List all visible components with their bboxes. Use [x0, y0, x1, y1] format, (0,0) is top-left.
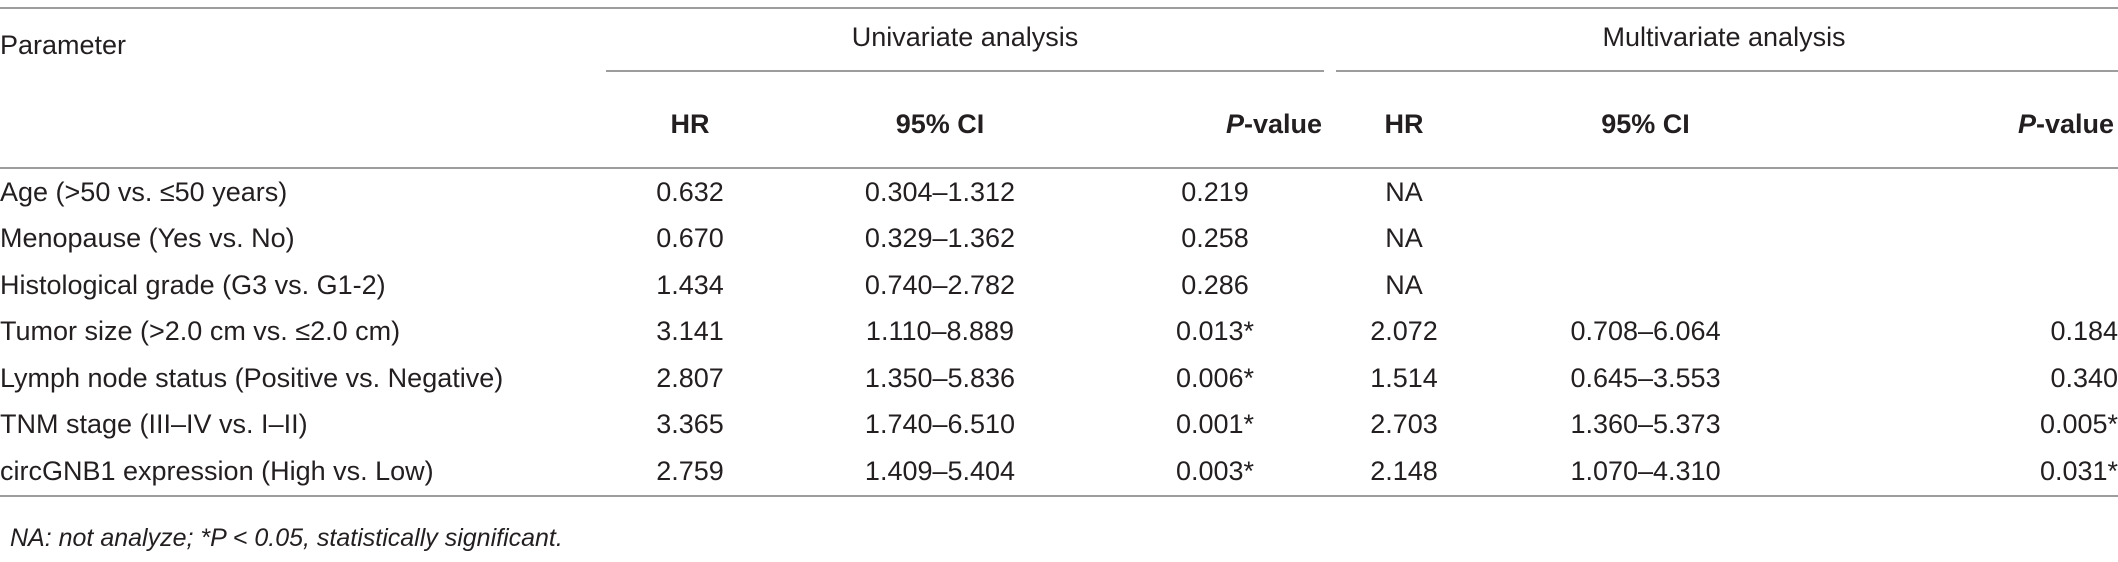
header-row-columns: HR 95% CI P-value HR 95% CI P-value — [0, 81, 2118, 169]
table-row: Age (>50 vs. ≤50 years) 0.632 0.304–1.312 0… — [0, 168, 2118, 216]
multivariate-p-cell — [1813, 168, 2118, 216]
univariate-hr-header: HR — [600, 81, 780, 169]
p-suffix: -value — [2035, 108, 2115, 139]
univariate-ci-cell: 0.304–1.312 — [864, 176, 1016, 207]
p-italic: P — [2017, 108, 2036, 139]
multivariate-ci-cell: 1.070–4.310 — [1478, 448, 1814, 497]
parameter-cell: Menopause (Yes vs. No) — [0, 223, 295, 254]
parameter-cell: Histological grade (G3 vs. G1-2) — [0, 269, 386, 300]
p-italic: P — [1225, 108, 1244, 139]
multivariate-ci-cell — [1478, 216, 1813, 263]
table-row: TNM stage (III–IV vs. I–II) 3.365 1.740–6.… — [0, 402, 2118, 449]
table-row: circGNB1 expression (High vs. Low) 2.759 1… — [0, 448, 2118, 497]
multivariate-hr-cell: 2.148 — [1330, 448, 1479, 497]
multivariate-hr-cell: 1.514 — [1370, 362, 1438, 393]
univariate-p-header: P-value — [1100, 81, 1331, 169]
univariate-hr-cell: 0.632 — [656, 176, 724, 207]
parameter-header: Parameter — [0, 7, 600, 81]
multivariate-rule — [1336, 70, 2118, 72]
parameter-cell: Tumor size (>2.0 cm vs. ≤2.0 cm) — [0, 316, 401, 347]
univariate-ci-cell: 0.740–2.782 — [864, 269, 1016, 300]
univariate-p-cell: 0.006* — [1175, 362, 1255, 393]
parameter-cell: Lymph node status (Positive vs. Negative… — [0, 362, 504, 393]
table-footnote: NA: not analyze; *P < 0.05, statisticall… — [10, 524, 563, 552]
header-row-groups: Parameter Univariate analysis Multivaria… — [0, 7, 2118, 81]
multivariate-hr-cell: NA — [1385, 269, 1423, 300]
multivariate-p-cell: 0.005* — [2039, 409, 2118, 440]
univariate-p-cell: 0.013* — [1175, 316, 1255, 347]
univariate-p-cell: 0.219 — [1181, 176, 1249, 207]
univariate-p-cell: 0.286 — [1181, 269, 1249, 300]
univariate-ci-header: 95% CI — [780, 81, 1100, 169]
univariate-group-header: Univariate analysis — [600, 7, 1331, 81]
univariate-p-cell: 0.003* — [1100, 448, 1331, 497]
univariate-label: Univariate analysis — [851, 21, 1079, 52]
multivariate-label: Multivariate analysis — [1602, 21, 1846, 52]
multivariate-p-header: P-value — [1813, 81, 2118, 169]
multivariate-ci-cell: 0.645–3.553 — [1570, 362, 1721, 393]
multivariate-hr-cell: 2.072 — [1370, 316, 1438, 347]
multivariate-p-cell: 0.340 — [2050, 362, 2118, 393]
univariate-p-cell: 0.258 — [1181, 223, 1249, 254]
table-row: Lymph node status (Positive vs. Negative… — [0, 355, 2118, 402]
multivariate-group-header: Multivariate analysis — [1330, 7, 2118, 81]
multivariate-ci-header: 95% CI — [1478, 81, 1814, 169]
multivariate-p-cell — [1813, 262, 2118, 309]
univariate-hr-cell: 1.434 — [656, 269, 724, 300]
univariate-p-cell: 0.001* — [1175, 409, 1255, 440]
table-row: Tumor size (>2.0 cm vs. ≤2.0 cm) 3.141 1.1… — [0, 309, 2118, 356]
univariate-ci-cell: 0.329–1.362 — [864, 223, 1016, 254]
multivariate-hr-header: HR — [1330, 81, 1479, 169]
multivariate-p-cell: 0.031* — [1813, 448, 2118, 497]
parameter-cell: Age (>50 vs. ≤50 years) — [0, 176, 288, 207]
table-body: Age (>50 vs. ≤50 years) 0.632 0.304–1.312 0… — [0, 168, 2118, 497]
multivariate-hr-cell: NA — [1385, 223, 1423, 254]
univariate-ci-cell: 1.740–6.510 — [864, 409, 1016, 440]
table-row: Histological grade (G3 vs. G1-2) 1.434 0.7… — [0, 262, 2118, 309]
parameter-cell: circGNB1 expression (High vs. Low) — [0, 448, 600, 497]
univariate-ci-cell: 1.110–8.889 — [865, 316, 1015, 347]
univariate-ci-cell: 1.409–5.404 — [780, 448, 1100, 497]
parameter-cell: TNM stage (III–IV vs. I–II) — [0, 409, 308, 440]
multivariate-ci-cell: 0.708–6.064 — [1570, 316, 1721, 347]
multivariate-ci-cell — [1478, 168, 1813, 216]
multivariate-hr-cell: 2.703 — [1370, 409, 1438, 440]
p-suffix: -value — [1243, 108, 1323, 139]
univariate-hr-cell: 2.759 — [600, 448, 780, 497]
hazard-ratio-table: Parameter Univariate analysis Multivaria… — [0, 7, 2118, 497]
header-spacer — [0, 81, 600, 169]
univariate-rule — [606, 70, 1325, 72]
univariate-ci-cell: 1.350–5.836 — [864, 362, 1016, 393]
multivariate-ci-cell — [1478, 262, 1813, 309]
univariate-hr-cell: 0.670 — [656, 223, 724, 254]
multivariate-p-cell: 0.184 — [2050, 316, 2118, 347]
table-row: Menopause (Yes vs. No) 0.670 0.329–1.362 0.… — [0, 216, 2118, 263]
univariate-hr-cell: 3.365 — [656, 409, 724, 440]
multivariate-hr-cell: NA — [1385, 176, 1423, 207]
univariate-hr-cell: 3.141 — [656, 316, 724, 347]
multivariate-ci-cell: 1.360–5.373 — [1570, 409, 1721, 440]
univariate-hr-cell: 2.807 — [656, 362, 724, 393]
multivariate-p-cell — [1813, 216, 2118, 263]
